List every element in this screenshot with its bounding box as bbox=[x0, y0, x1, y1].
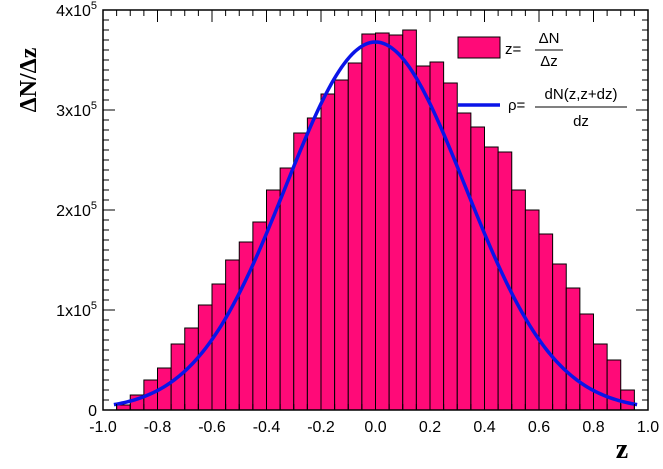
x-tick-label: -1.0 bbox=[89, 419, 117, 436]
histogram-bar bbox=[538, 233, 554, 411]
y-axis-title: ΔN/Δz bbox=[16, 47, 42, 112]
y-tick-labels: 0 1x105 2x105 3x105 4x105 bbox=[56, 0, 97, 420]
histogram-bar bbox=[402, 29, 417, 411]
histogram-bar bbox=[320, 93, 336, 411]
legend-histogram-denominator: Δz bbox=[540, 53, 558, 70]
legend: z= ΔN Δz ρ= dN(z,z+dz) dz bbox=[457, 30, 627, 130]
legend-density-denominator: dz bbox=[573, 113, 589, 130]
axis-ticks bbox=[102, 9, 649, 411]
histogram-bar bbox=[293, 132, 308, 411]
x-tick-label: 0.6 bbox=[528, 419, 550, 436]
histogram-bar bbox=[197, 304, 213, 411]
legend-histogram-numerator: ΔN bbox=[539, 30, 560, 47]
histogram-bar bbox=[334, 79, 349, 411]
legend-histogram-swatch bbox=[457, 36, 501, 59]
histogram-bar bbox=[524, 209, 540, 411]
y-tick-label: 2x105 bbox=[56, 200, 97, 220]
legend-histogram-prefix: z= bbox=[505, 41, 522, 58]
histogram-bar bbox=[266, 189, 281, 411]
density-curve bbox=[113, 40, 638, 407]
histogram-bar bbox=[211, 283, 227, 411]
x-tick-label: 0.2 bbox=[419, 419, 441, 436]
histogram-bar bbox=[552, 263, 567, 411]
histogram-bar bbox=[375, 32, 390, 411]
histogram-bar bbox=[579, 313, 594, 411]
x-tick-label: -0.8 bbox=[144, 419, 172, 436]
y-tick-label: 4x105 bbox=[56, 0, 97, 20]
histogram-bar bbox=[225, 259, 240, 411]
x-tick-label: 0.8 bbox=[582, 419, 604, 436]
y-tick-label: 3x105 bbox=[56, 100, 97, 120]
histogram-bar bbox=[388, 34, 404, 411]
x-tick-labels: -1.0 -0.8 -0.6 -0.4 -0.2 0.0 0.2 0.4 0.6 0.8 1.0 bbox=[89, 419, 659, 436]
x-tick-label: 0.0 bbox=[364, 419, 386, 436]
x-tick-label: 0.4 bbox=[473, 419, 495, 436]
x-tick-label: 1.0 bbox=[637, 419, 659, 436]
y-tick-label: 1x105 bbox=[56, 300, 97, 320]
histogram-bar bbox=[606, 359, 622, 411]
histogram-bar bbox=[565, 287, 581, 411]
x-axis-title: z bbox=[616, 434, 628, 465]
histogram-bar bbox=[306, 117, 322, 411]
x-tick-label: -0.4 bbox=[253, 419, 281, 436]
legend-density-numerator: dN(z,z+dz) bbox=[545, 86, 618, 103]
histogram-bar bbox=[415, 65, 431, 411]
x-tick-label: -0.2 bbox=[307, 419, 335, 436]
histogram-bar bbox=[443, 82, 458, 411]
histogram-bar bbox=[361, 33, 376, 411]
histogram-bar bbox=[470, 126, 485, 411]
histogram-bar bbox=[279, 167, 295, 411]
x-tick-label: -0.6 bbox=[198, 419, 226, 436]
histogram-bar bbox=[347, 62, 363, 411]
legend-density-prefix: ρ= bbox=[508, 97, 526, 114]
histogram-bar bbox=[593, 343, 608, 411]
y-tick-label: 0 bbox=[88, 403, 97, 420]
histogram-bar bbox=[456, 112, 472, 411]
histogram-bar bbox=[484, 146, 499, 411]
